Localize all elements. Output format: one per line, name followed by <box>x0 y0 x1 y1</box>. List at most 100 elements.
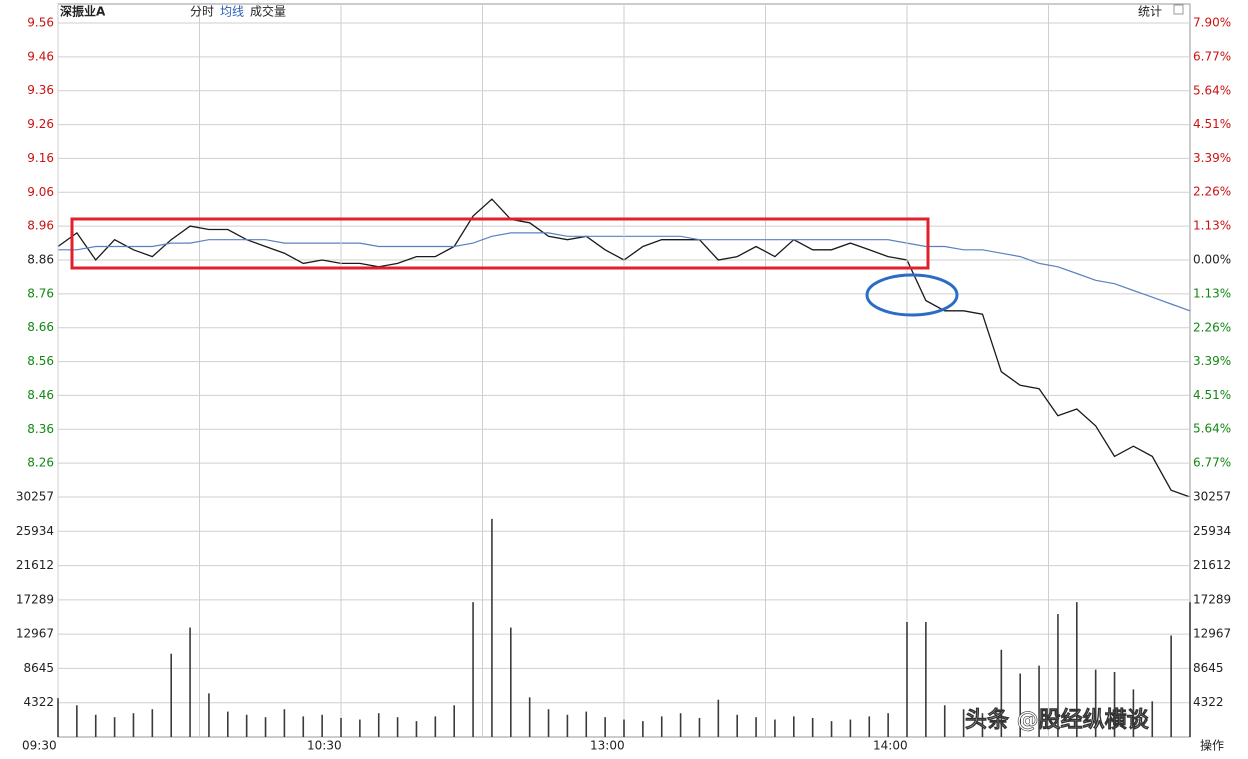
volume-bar <box>453 705 455 737</box>
y2-tick-label: 17289 <box>1193 592 1231 606</box>
y-tick-label: 9.56 <box>27 16 54 30</box>
volume-bar <box>849 719 852 737</box>
volume-bar <box>359 719 361 737</box>
volume-bar <box>434 716 437 737</box>
volume-bar <box>679 713 682 737</box>
volume-bar <box>528 697 531 737</box>
volume-bar <box>868 716 871 737</box>
volume-bar <box>736 714 738 737</box>
volume-bar <box>377 713 380 737</box>
y2-tick-label: 30257 <box>1193 490 1231 504</box>
volume-bar <box>887 713 889 737</box>
y2-tick-label: 4.51% <box>1193 117 1231 131</box>
y2-tick-label: 2.26% <box>1193 185 1231 199</box>
volume-bar <box>340 717 342 737</box>
y2-tick-label: 25934 <box>1193 524 1231 538</box>
volume-bar <box>811 717 814 737</box>
volume-bar <box>1057 614 1059 737</box>
tab[interactable]: 均线 <box>220 5 244 19</box>
y-tick-label: 8.66 <box>27 320 54 334</box>
volume-bar <box>774 719 776 737</box>
volume-bar <box>698 717 701 737</box>
volume-bar <box>585 711 588 737</box>
y2-tick-label: 12967 <box>1193 627 1231 641</box>
volume-bar <box>208 693 210 737</box>
y-tick-label: 8.86 <box>27 253 54 267</box>
tab[interactable]: 成交量 <box>250 4 286 19</box>
volume-bar <box>906 621 908 737</box>
volume-bar <box>1000 649 1003 737</box>
volume-bar <box>1019 673 1021 737</box>
volume-bar <box>227 711 229 737</box>
y2-tick-label: 5.64% <box>1193 83 1231 97</box>
y-tick-label: 30257 <box>16 490 54 504</box>
y2-tick-label: 6.77% <box>1193 49 1231 63</box>
volume-bar <box>1170 635 1172 737</box>
y-tick-label: 12967 <box>16 627 54 641</box>
plot: 9.56 9.46 9.36 9.26 9.16 9.06 8.96 8.86 8.76 8.66… <box>16 4 1231 753</box>
tab[interactable]: 分时 <box>190 5 214 19</box>
volume-bar <box>245 714 248 737</box>
y-tick-label: 8.46 <box>27 388 54 402</box>
x-tick-label: 13:00 <box>590 739 625 753</box>
x-tick-label: 10:30 <box>307 739 342 753</box>
y-tick-label: 8.56 <box>27 354 54 368</box>
watermark: 头条 @股经纵横谈 <box>965 707 1150 733</box>
minor-grid <box>199 4 1049 737</box>
volume-bar <box>396 717 399 737</box>
y2-tick-label: 5.64% <box>1193 422 1231 436</box>
volume-bar <box>1189 602 1191 737</box>
y-tick-label: 21612 <box>16 558 54 572</box>
y2-tick-label: 4.51% <box>1193 388 1231 402</box>
volume-bar <box>491 518 493 737</box>
y-tick-label: 17289 <box>16 592 54 606</box>
y2-tick-label: 4322 <box>1193 695 1224 709</box>
volume-bar <box>151 709 154 737</box>
stats-button[interactable]: 统计 <box>1138 5 1162 19</box>
volume-bar <box>189 627 191 737</box>
volume-bar <box>170 653 172 737</box>
window-button[interactable] <box>1173 4 1184 15</box>
volume-bar <box>660 716 663 737</box>
y2-tick-label: 1.13% <box>1193 286 1231 300</box>
volume-bar <box>547 709 550 737</box>
y-tick-label: 8.76 <box>27 286 54 300</box>
volume-bar <box>830 721 833 737</box>
y2-tick-label: 7.90% <box>1193 16 1231 30</box>
volume-bar <box>1132 689 1135 737</box>
volume-bar <box>793 716 795 737</box>
volume-bar <box>642 721 644 737</box>
volume-bar <box>321 714 323 737</box>
y-tick-label: 9.06 <box>27 185 54 199</box>
volume-bar <box>1038 665 1040 737</box>
x-tick-label: 09:30 <box>22 739 57 753</box>
y-tick-label: 9.36 <box>27 83 54 97</box>
highlight-box <box>70 217 930 270</box>
volume-bar <box>94 714 97 737</box>
volume-bar <box>302 716 305 737</box>
volume-bar <box>510 627 512 737</box>
y-tick-label: 9.26 <box>27 117 54 131</box>
volume-bar <box>1076 602 1078 737</box>
volume-bar <box>1113 671 1116 737</box>
y-tick-label: 8.26 <box>27 456 54 470</box>
volume-bar <box>264 717 267 737</box>
y2-tick-label: 8645 <box>1193 661 1224 675</box>
volume-bar <box>962 709 965 737</box>
volume-bar <box>623 719 625 737</box>
volume-bar <box>566 714 569 737</box>
y2-tick-label: 21612 <box>1193 558 1231 572</box>
y-tick-label: 9.16 <box>27 151 54 165</box>
volume-bar <box>981 713 984 737</box>
y2-tick-label: 6.77% <box>1193 456 1231 470</box>
volume-bar <box>1151 701 1154 737</box>
y-tick-label: 4322 <box>23 695 54 709</box>
y2-tick-label: 1.13% <box>1193 219 1231 233</box>
y2-tick-label: 2.26% <box>1193 320 1231 334</box>
y2-tick-label: 3.39% <box>1193 151 1231 165</box>
action-button[interactable]: 操作 <box>1200 738 1224 753</box>
y-tick-label: 8.96 <box>27 219 54 233</box>
volume-bar <box>415 721 418 737</box>
y-tick-label: 9.46 <box>27 49 54 63</box>
